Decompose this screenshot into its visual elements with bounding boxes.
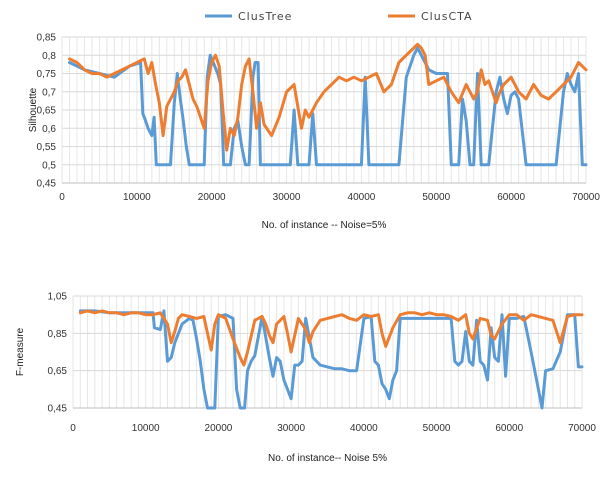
x-tick-label: 10000: [123, 192, 151, 203]
x-tick-label: 30000: [277, 423, 305, 434]
x-tick-label: 40000: [350, 423, 378, 434]
y-axis-title: F-measure: [15, 327, 26, 376]
series-line-cluscta: [78, 309, 584, 367]
legend: ClusTree ClusCTA: [205, 10, 473, 23]
y-tick-labels: 0,45 0,5 0,55 0,6 0,65 0,7 0,75 0,8 0,85: [37, 33, 57, 190]
x-tick-label: 0: [59, 192, 65, 203]
x-tick-label: 20000: [205, 423, 233, 434]
y-tick-label: 1,05: [48, 292, 68, 303]
legend-label-clustree: ClusTree: [238, 10, 292, 23]
x-tick-label: 50000: [423, 423, 451, 434]
x-tick-labels: 0 10000 20000 30000 40000 50000 60000 70000: [70, 423, 596, 434]
y-tick-label: 0,65: [37, 106, 57, 117]
y-tick-label: 0,85: [37, 33, 57, 44]
y-tick-label: 0,85: [48, 329, 68, 340]
y-tick-label: 0,55: [37, 142, 57, 153]
y-tick-label: 0,65: [48, 366, 68, 377]
chart-1: 0,45 0,5 0,55 0,6 0,65 0,7 0,75 0,8 0,85 0 10000 20…: [28, 33, 600, 232]
y-tick-label: 0,8: [42, 51, 56, 62]
y-tick-label: 0,45: [48, 404, 68, 415]
x-tick-label: 40000: [348, 192, 376, 203]
x-tick-label: 10000: [132, 423, 160, 434]
x-tick-label: 50000: [422, 192, 450, 203]
x-tick-label: 20000: [198, 192, 226, 203]
x-tick-label: 60000: [497, 192, 525, 203]
y-tick-label: 0,7: [42, 87, 56, 98]
y-tick-label: 0,75: [37, 69, 57, 80]
x-tick-label: 70000: [572, 192, 600, 203]
x-tick-label: 0: [70, 423, 76, 434]
x-tick-labels: 0 10000 20000 30000 40000 50000 60000 70000: [59, 192, 600, 203]
legend-label-cluscta: ClusCTA: [421, 10, 473, 23]
x-tick-label: 60000: [495, 423, 523, 434]
chart-2: 0,45 0,65 0,85 1,05 0 10000 20000 30000 40000 500…: [15, 292, 596, 465]
y-tick-label: 0,45: [37, 179, 57, 190]
y-tick-labels: 0,45 0,65 0,85 1,05: [48, 292, 68, 415]
y-tick-label: 0,6: [42, 124, 56, 135]
series-line-clustree: [78, 309, 584, 410]
x-axis-title: No. of instance -- Noise=5%: [262, 220, 387, 231]
series-line-cluscta: [68, 42, 588, 152]
y-axis-title: Silhouette: [28, 87, 39, 132]
y-tick-label: 0,5: [42, 160, 56, 171]
x-tick-label: 70000: [568, 423, 596, 434]
x-axis-title: No. of instance-- Noise 5%: [268, 453, 387, 464]
x-tick-label: 30000: [273, 192, 301, 203]
